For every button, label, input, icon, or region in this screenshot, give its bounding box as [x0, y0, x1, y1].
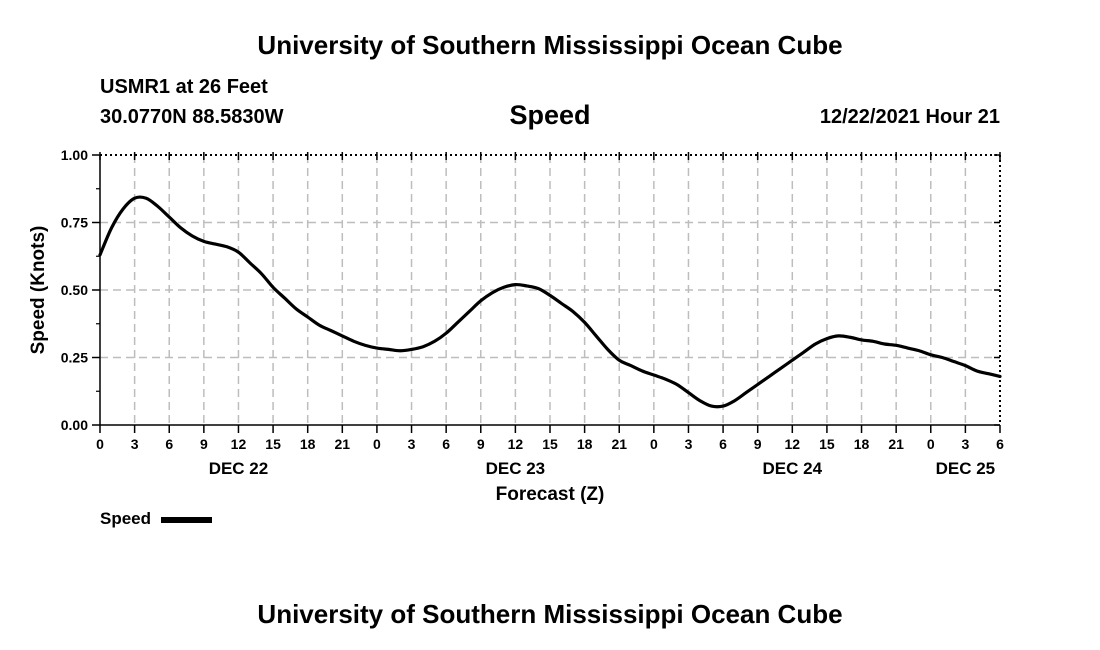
x-tick-label: 12 — [785, 436, 801, 452]
x-tick-label: 9 — [477, 436, 485, 452]
day-label: DEC 24 — [763, 459, 823, 478]
x-tick-label: 15 — [265, 436, 281, 452]
x-tick-label: 9 — [200, 436, 208, 452]
legend-line-swatch — [161, 517, 212, 523]
y-tick-label: 0.50 — [61, 282, 88, 298]
x-tick-label: 12 — [231, 436, 247, 452]
series — [98, 195, 1002, 409]
x-tick-label: 12 — [508, 436, 524, 452]
x-tick-label: 6 — [996, 436, 1004, 452]
speed-series-line — [98, 195, 1002, 409]
x-tick-label: 3 — [961, 436, 969, 452]
x-tick-label: 6 — [165, 436, 173, 452]
x-axis-title: Forecast (Z) — [496, 484, 605, 505]
axes — [92, 152, 1001, 433]
x-tick-label: 3 — [408, 436, 416, 452]
x-tick-label: 18 — [577, 436, 593, 452]
x-tick-label: 18 — [854, 436, 870, 452]
day-label: DEC 22 — [209, 459, 269, 478]
x-tick-label: 21 — [335, 436, 351, 452]
x-tick-label: 6 — [442, 436, 450, 452]
chart-title-top: University of Southern Mississippi Ocean… — [257, 30, 843, 60]
coordinates-label: 30.0770N 88.5830W — [100, 106, 284, 128]
legend-label: Speed — [100, 509, 152, 528]
day-label: DEC 25 — [936, 459, 996, 478]
chart-title-bottom: University of Southern Mississippi Ocean… — [257, 599, 843, 629]
x-tick-label: 0 — [927, 436, 935, 452]
datetime-label: 12/22/2021 Hour 21 — [819, 106, 1000, 128]
x-tick-label: 9 — [754, 436, 762, 452]
grid — [100, 155, 1000, 425]
y-tick-label: 0.25 — [61, 350, 88, 366]
parameter-title: Speed — [509, 100, 591, 130]
station-label: USMR1 at 26 Feet — [100, 76, 268, 98]
axis-labels: 0.00 0.25 0.50 0.75 1.00 0 3 6 9 12 15 18 21 0 3 6 9 12 15… — [28, 147, 1004, 505]
day-label: DEC 23 — [486, 459, 546, 478]
x-tick-label: 15 — [542, 436, 558, 452]
y-axis-title: Speed (Knots) — [28, 226, 49, 355]
x-tick-label: 15 — [819, 436, 835, 452]
x-tick-label: 0 — [373, 436, 381, 452]
x-tick-label: 18 — [300, 436, 316, 452]
x-tick-label: 0 — [96, 436, 104, 452]
x-tick-label: 21 — [888, 436, 904, 452]
x-tick-label: 3 — [685, 436, 693, 452]
y-tick-label: 0.00 — [61, 417, 88, 433]
x-tick-label: 21 — [611, 436, 627, 452]
x-tick-label: 6 — [719, 436, 727, 452]
y-tick-label: 0.75 — [61, 215, 88, 231]
x-tick-label: 3 — [131, 436, 139, 452]
y-tick-label: 1.00 — [61, 147, 88, 163]
x-tick-label: 0 — [650, 436, 658, 452]
